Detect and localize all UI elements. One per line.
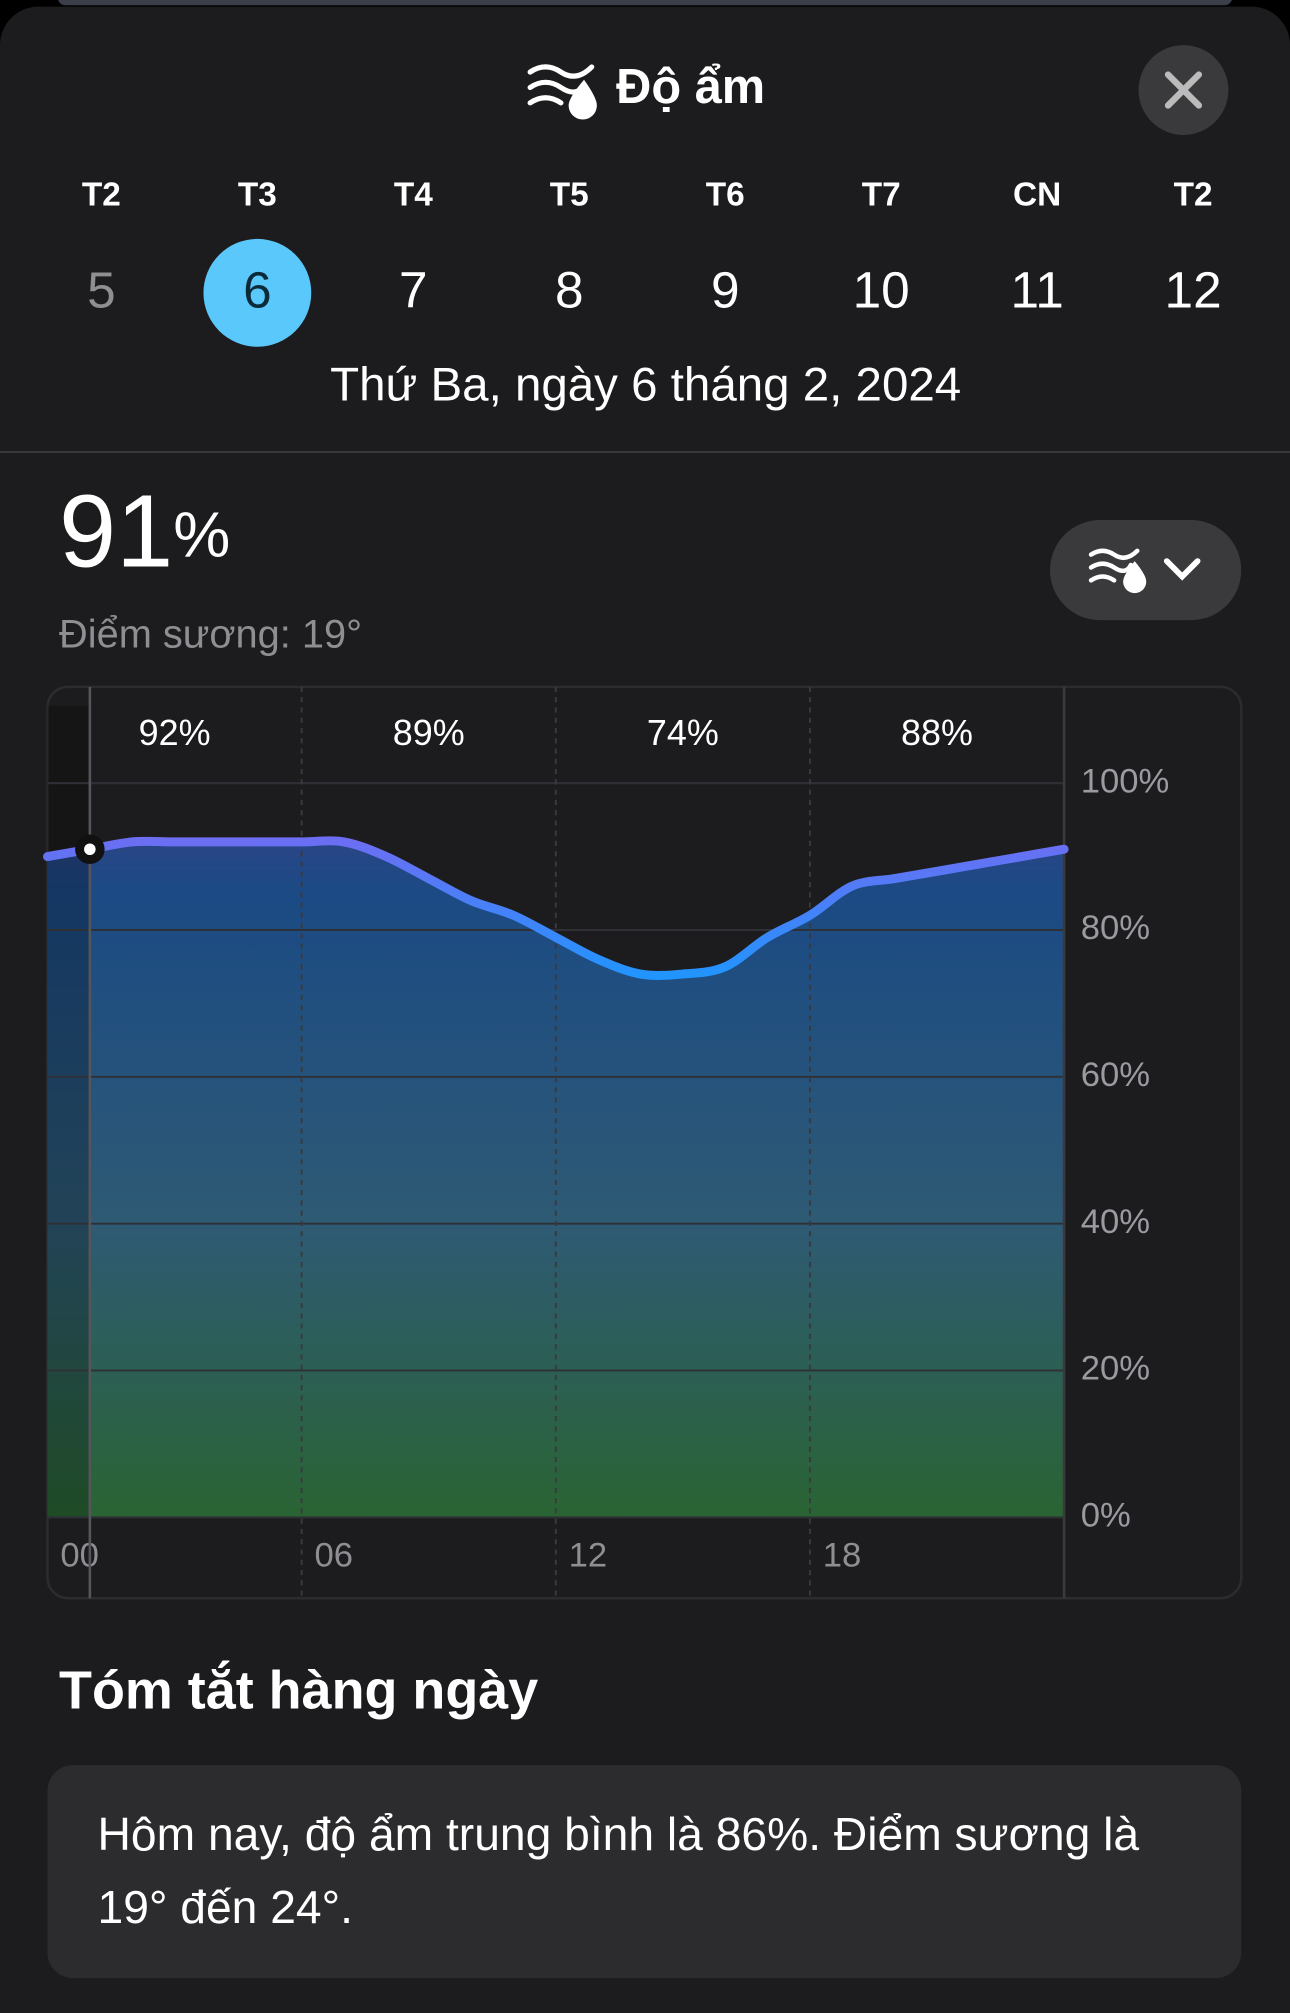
metric-toggle[interactable] xyxy=(1049,520,1242,621)
weekday: T2 xyxy=(1174,176,1213,213)
day-number[interactable]: 10 xyxy=(853,262,910,319)
y-tick-label: 60% xyxy=(1081,1056,1150,1094)
selected-day xyxy=(203,238,312,347)
weekday: T3 xyxy=(238,176,277,213)
day-strip: T2 5 T3 6 T4 7 T5 8 T6 9 T7 10 CN 11 T2 12 xyxy=(82,176,1222,347)
x-tick-label: 06 xyxy=(314,1536,353,1574)
y-tick-label: 80% xyxy=(1081,909,1150,947)
summary-title: Tóm tắt hàng ngày xyxy=(59,1661,538,1721)
day-number[interactable]: 6 xyxy=(243,262,272,319)
x-tick-label: 18 xyxy=(823,1536,862,1574)
humidity-chart: 0% 20% 40% 60% 80% 100% 00 06 12 18 92% 89% 74% 88% xyxy=(43,686,1170,1599)
period-label: 74% xyxy=(647,712,719,753)
humidity-line xyxy=(43,836,1069,980)
day-number[interactable]: 11 xyxy=(1010,262,1063,319)
dew-point: Điểm sương: 19° xyxy=(59,612,362,656)
weekday: T5 xyxy=(550,176,589,213)
y-tick-label: 20% xyxy=(1081,1350,1150,1388)
y-tick-label: 0% xyxy=(1081,1497,1131,1535)
summary-box: Hôm nay, độ ẩm trung bình là 86%. Điểm s… xyxy=(97,1807,1140,1934)
summary-card xyxy=(47,1765,1242,1979)
day-number[interactable]: 8 xyxy=(555,262,584,319)
close-button[interactable] xyxy=(1138,45,1229,135)
weekday: T7 xyxy=(862,176,901,213)
title-icon xyxy=(527,64,597,120)
period-label: 92% xyxy=(139,712,211,753)
past-shade xyxy=(47,706,90,1518)
weekday: T6 xyxy=(706,176,745,213)
summary-text: Hôm nay, độ ẩm trung bình là 86%. Điểm s… xyxy=(97,1807,1140,1934)
period-label: 88% xyxy=(901,712,973,753)
day-number[interactable]: 9 xyxy=(711,262,740,319)
current-humidity: 91% xyxy=(59,473,230,588)
weekday: T4 xyxy=(394,176,433,213)
weekday: CN xyxy=(1013,176,1061,213)
day-number[interactable]: 5 xyxy=(87,262,116,319)
period-label: 89% xyxy=(393,712,465,753)
weekday: T2 xyxy=(82,176,121,213)
day-number[interactable]: 12 xyxy=(1165,262,1222,319)
title: Độ ẩm xyxy=(616,60,765,114)
now-dot xyxy=(84,843,96,856)
day-number[interactable]: 7 xyxy=(399,262,428,319)
sheet-behind xyxy=(58,0,1232,6)
y-tick-label: 40% xyxy=(1081,1203,1150,1241)
x-tick-label: 00 xyxy=(60,1536,99,1574)
current-value: 91 xyxy=(59,473,173,588)
x-tick-label: 12 xyxy=(569,1536,608,1574)
current-unit: % xyxy=(173,498,230,570)
y-tick-label: 100% xyxy=(1081,762,1170,800)
selected-date: Thứ Ba, ngày 6 tháng 2, 2024 xyxy=(330,358,961,411)
